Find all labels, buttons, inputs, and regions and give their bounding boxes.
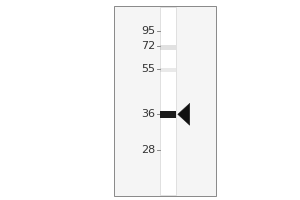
Text: 28: 28 [141, 145, 155, 155]
Text: 95: 95 [141, 26, 155, 36]
Text: 72: 72 [141, 41, 155, 51]
Text: 36: 36 [141, 109, 155, 119]
Bar [160, 45, 176, 49]
Bar [160, 110, 176, 118]
Text: 55: 55 [141, 64, 155, 74]
Bar [114, 6, 216, 196]
Bar [160, 68, 176, 72]
Bar [160, 7, 176, 195]
Polygon shape [178, 103, 190, 125]
